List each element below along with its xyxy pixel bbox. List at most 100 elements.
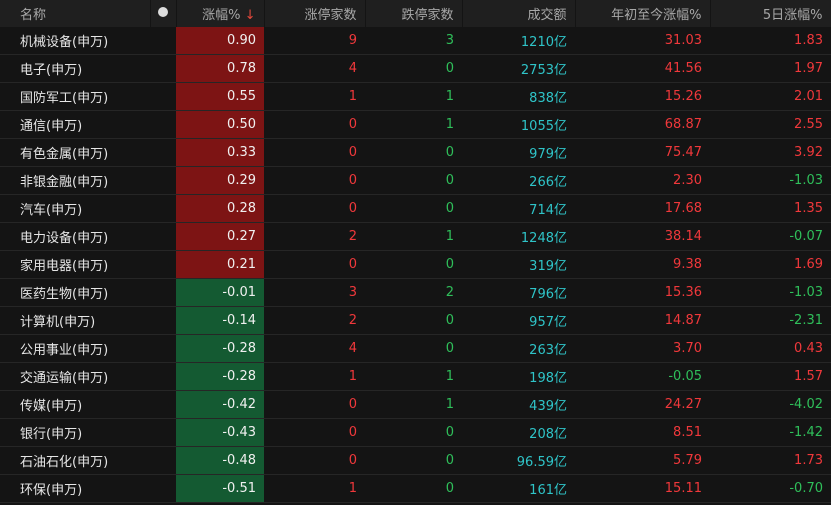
table-row[interactable]: 电子(申万) 0.78 4 0 2753亿 41.56 1.97 [0, 54, 831, 83]
ytd-cell: 17.68 [575, 194, 710, 223]
sector-name: 国防军工(申万) [0, 82, 150, 111]
change-cell: -0.42 [176, 390, 264, 419]
limit-up-cell: 0 [264, 250, 365, 279]
limit-up-cell: 0 [264, 166, 365, 195]
sector-name: 机械设备(申万) [0, 27, 150, 55]
turnover-cell: 2753亿 [462, 54, 575, 83]
dot-cell [150, 27, 176, 55]
five-day-cell: 1.69 [710, 250, 831, 279]
limit-down-cell: 1 [365, 222, 462, 251]
table-row[interactable]: 环保(申万) -0.51 1 0 161亿 15.11 -0.70 [0, 474, 831, 503]
five-day-cell: 2.55 [710, 110, 831, 139]
limit-up-cell: 4 [264, 334, 365, 363]
col-ytd[interactable]: 年初至今涨幅% [575, 0, 711, 27]
sector-name: 石油石化(申万) [0, 446, 150, 475]
table-row[interactable]: 银行(申万) -0.43 0 0 208亿 8.51 -1.42 [0, 418, 831, 447]
limit-down-cell: 0 [365, 446, 462, 475]
turnover-cell: 198亿 [462, 362, 575, 391]
sector-name: 家用电器(申万) [0, 250, 150, 279]
table-row[interactable]: 国防军工(申万) 0.55 1 1 838亿 15.26 2.01 [0, 82, 831, 111]
col-name[interactable]: 名称 [0, 0, 151, 27]
sector-name: 银行(申万) [0, 418, 150, 447]
change-cell: 0.50 [176, 110, 264, 139]
table-row[interactable]: 公用事业(申万) -0.28 4 0 263亿 3.70 0.43 [0, 334, 831, 363]
five-day-cell: 3.92 [710, 138, 831, 167]
dot-cell [150, 446, 176, 475]
limit-up-cell: 2 [264, 306, 365, 335]
limit-up-cell: 0 [264, 390, 365, 419]
limit-down-cell: 1 [365, 390, 462, 419]
table-row[interactable]: 家用电器(申万) 0.21 0 0 319亿 9.38 1.69 [0, 250, 831, 279]
turnover-cell: 208亿 [462, 418, 575, 447]
change-cell: -0.01 [176, 278, 264, 307]
change-cell: -0.43 [176, 418, 264, 447]
limit-down-cell: 3 [365, 27, 462, 55]
change-cell: 0.27 [176, 222, 264, 251]
turnover-cell: 714亿 [462, 194, 575, 223]
table-row[interactable]: 计算机(申万) -0.14 2 0 957亿 14.87 -2.31 [0, 306, 831, 335]
sector-name: 传媒(申万) [0, 390, 150, 419]
turnover-cell: 439亿 [462, 390, 575, 419]
change-cell: 0.33 [176, 138, 264, 167]
limit-down-cell: 0 [365, 138, 462, 167]
limit-up-cell: 2 [264, 222, 365, 251]
col-five-day[interactable]: 5日涨幅% [710, 0, 831, 27]
dot-cell [150, 362, 176, 391]
table-row[interactable]: 非银金融(申万) 0.29 0 0 266亿 2.30 -1.03 [0, 166, 831, 195]
col-change[interactable]: 涨幅% ↓ [176, 0, 265, 27]
table-row[interactable]: 石油石化(申万) -0.48 0 0 96.59亿 5.79 1.73 [0, 446, 831, 475]
table-row[interactable]: 医药生物(申万) -0.01 3 2 796亿 15.36 -1.03 [0, 278, 831, 307]
ytd-cell: 68.87 [575, 110, 710, 139]
change-cell: 0.29 [176, 166, 264, 195]
dot-cell [150, 54, 176, 83]
turnover-cell: 838亿 [462, 82, 575, 111]
dot-cell [150, 334, 176, 363]
change-cell: 0.21 [176, 250, 264, 279]
ytd-cell: 31.03 [575, 27, 710, 55]
ytd-cell: 9.38 [575, 250, 710, 279]
five-day-cell: -1.42 [710, 418, 831, 447]
table-row[interactable]: 电力设备(申万) 0.27 2 1 1248亿 38.14 -0.07 [0, 222, 831, 251]
table-row[interactable]: 有色金属(申万) 0.33 0 0 979亿 75.47 3.92 [0, 138, 831, 167]
table-row[interactable]: 通信(申万) 0.50 0 1 1055亿 68.87 2.55 [0, 110, 831, 139]
dot-cell [150, 474, 176, 503]
turnover-cell: 1055亿 [462, 110, 575, 139]
col-limit-down[interactable]: 跌停家数 [365, 0, 463, 27]
dot-cell [150, 278, 176, 307]
ytd-cell: 8.51 [575, 418, 710, 447]
five-day-cell: -4.02 [710, 390, 831, 419]
five-day-cell: 1.35 [710, 194, 831, 223]
limit-up-cell: 0 [264, 446, 365, 475]
turnover-cell: 1248亿 [462, 222, 575, 251]
five-day-cell: -0.07 [710, 222, 831, 251]
table-row[interactable]: 汽车(申万) 0.28 0 0 714亿 17.68 1.35 [0, 194, 831, 223]
limit-up-cell: 9 [264, 27, 365, 55]
five-day-cell: 2.01 [710, 82, 831, 111]
ytd-cell: 5.79 [575, 446, 710, 475]
table-row[interactable]: 交通运输(申万) -0.28 1 1 198亿 -0.05 1.57 [0, 362, 831, 391]
limit-down-cell: 1 [365, 82, 462, 111]
limit-down-cell: 0 [365, 250, 462, 279]
dot-cell [150, 418, 176, 447]
sector-name: 通信(申万) [0, 110, 150, 139]
turnover-cell: 796亿 [462, 278, 575, 307]
ytd-cell: 75.47 [575, 138, 710, 167]
limit-down-cell: 1 [365, 362, 462, 391]
dot-cell [150, 306, 176, 335]
col-turnover[interactable]: 成交额 [462, 0, 576, 27]
limit-up-cell: 1 [264, 82, 365, 111]
table-row[interactable]: 传媒(申万) -0.42 0 1 439亿 24.27 -4.02 [0, 390, 831, 419]
col-change-label: 涨幅% [202, 8, 241, 23]
table-row[interactable]: 机械设备(申万) 0.90 9 3 1210亿 31.03 1.83 [0, 27, 831, 55]
five-day-cell: -2.31 [710, 306, 831, 335]
limit-up-cell: 4 [264, 54, 365, 83]
col-limit-up[interactable]: 涨停家数 [264, 0, 366, 27]
limit-up-cell: 3 [264, 278, 365, 307]
change-cell: -0.28 [176, 362, 264, 391]
change-cell: -0.48 [176, 446, 264, 475]
ytd-cell: 15.11 [575, 474, 710, 503]
col-dot[interactable] [150, 0, 177, 27]
limit-down-cell: 0 [365, 166, 462, 195]
limit-down-cell: 0 [365, 194, 462, 223]
